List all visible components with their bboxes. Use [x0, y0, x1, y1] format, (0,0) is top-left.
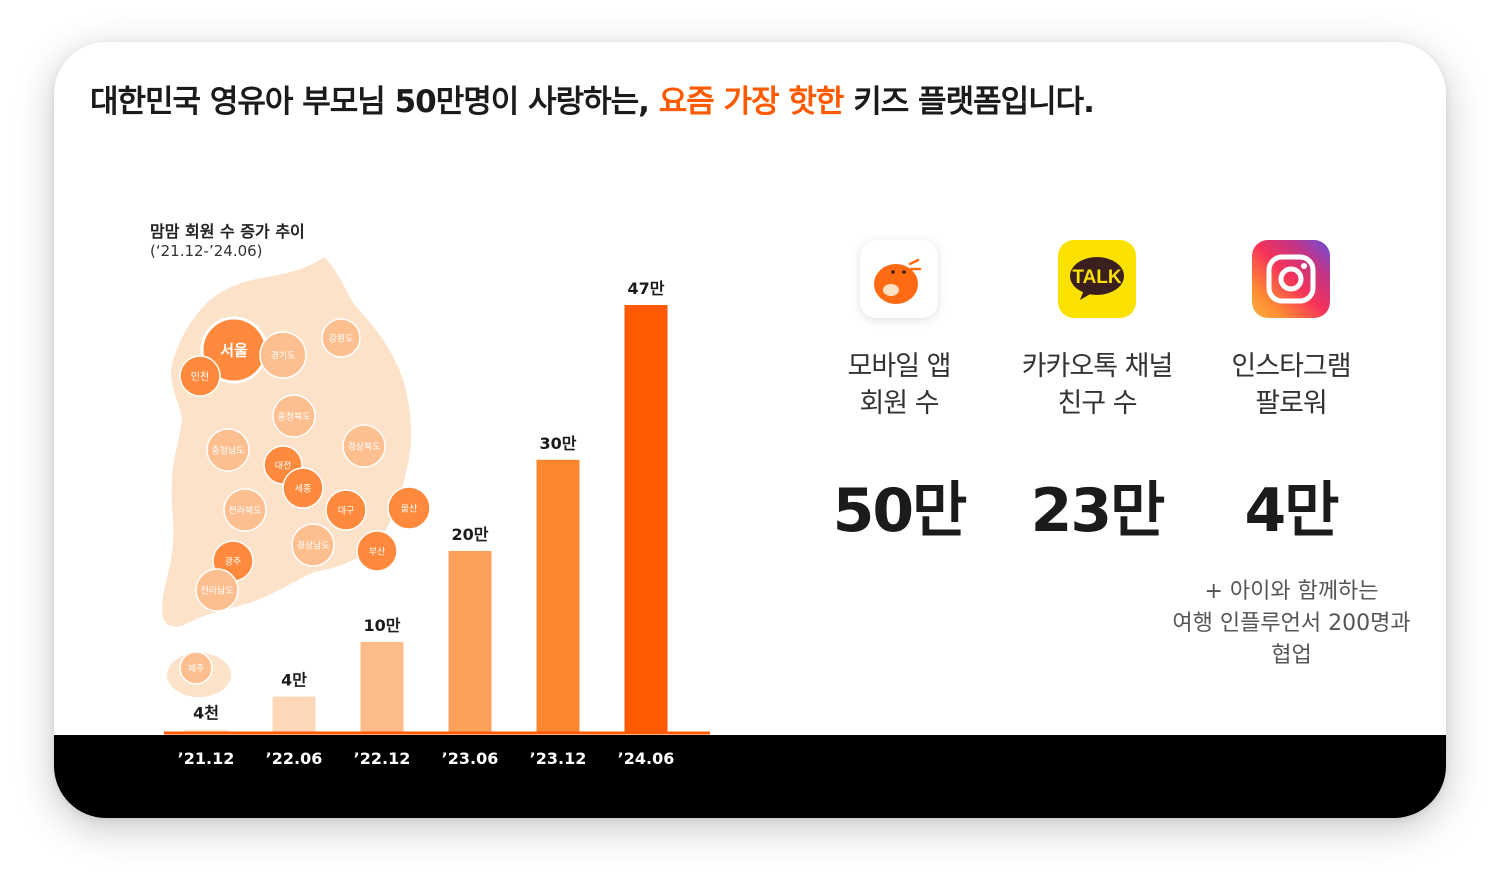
region-circle: [342, 424, 386, 468]
region-bubble-3: 경기도: [259, 331, 307, 379]
region-label: 대구: [338, 505, 355, 516]
momom-app-icon: [860, 240, 938, 318]
stat-label: 모바일 앱 회원 수: [847, 351, 952, 419]
region-circle: [259, 331, 307, 379]
footer-bar: [54, 735, 1446, 818]
chart-title: 맘맘 회원 수 증가 추이: [150, 222, 305, 241]
region-bubble-13: 경상남도: [291, 523, 335, 567]
info-card: 대한민국 영유아 부모님 50만명이 사랑하는, 요즘 가장 핫한 키즈 플랫폼…: [54, 42, 1446, 818]
region-circle: [387, 486, 431, 530]
region-bubble-17: 제주: [179, 651, 213, 685]
stat-app-members: 모바일 앱 회원 수 50만: [789, 240, 1009, 549]
region-label: 충청남도: [211, 445, 244, 456]
x-tick-label: ’23.12: [530, 749, 587, 768]
region-bubble-6: 충청남도: [206, 428, 250, 472]
kakaotalk-icon: TALK: [1058, 240, 1136, 318]
headline-suffix: 키즈 플랫폼입니다.: [843, 84, 1095, 120]
stat-kakao-friends: TALK 카카오톡 채널 친구 수 23만: [987, 240, 1207, 549]
bar-value-label: 10만: [364, 616, 401, 635]
region-circle: [356, 530, 398, 572]
stat-value: 4만: [1244, 476, 1340, 546]
stat-instagram-followers: 인스타그램 팔로워 4만: [1181, 240, 1401, 549]
bar-series: [184, 305, 668, 733]
region-label: 경기도: [271, 349, 296, 361]
bar-value-label: 4천: [193, 703, 219, 722]
region-label: 충청북도: [277, 411, 310, 422]
headline-highlight: 요즘 가장 핫한: [658, 84, 845, 120]
region-circle: [223, 488, 267, 532]
region-circle: [282, 467, 324, 509]
x-tick-label: ’22.12: [354, 749, 411, 768]
x-tick-labels: ’21.12 ’22.06 ’22.12 ’23.06 ’23.12 ’24.06: [178, 749, 675, 768]
region-bubble-9: 경상북도: [342, 424, 386, 468]
region-bubble-16: 전라남도: [195, 568, 239, 612]
x-tick-label: ’21.12: [178, 749, 235, 768]
stat-label: 카카오톡 채널 친구 수: [1021, 351, 1174, 419]
region-label: 강원도: [329, 333, 354, 344]
region-label: 세종: [295, 483, 312, 494]
region-bubble-10: 전라북도: [223, 488, 267, 532]
bar-1: [184, 729, 228, 733]
stat-value: 50만: [832, 476, 968, 546]
instagram-icon: [1252, 240, 1330, 318]
region-circle: [291, 523, 335, 567]
bar-value-label: 47만: [628, 279, 665, 298]
bar-3: [360, 641, 404, 733]
region-circle: [272, 394, 316, 438]
region-label: 울산: [401, 503, 418, 514]
region-label: 전라북도: [228, 505, 261, 516]
headline-prefix: 대한민국 영유아 부모님 50만명이 사랑하는,: [90, 84, 659, 120]
influencer-note: + 아이와 함께하는 여행 인플루언서 200명과 협업: [1172, 579, 1411, 668]
region-label: 광주: [225, 555, 242, 567]
region-circle: [321, 318, 361, 358]
region-label: 인천: [191, 371, 209, 383]
bar-6: [624, 305, 668, 733]
region-circle: [179, 651, 213, 685]
region-bubble-14: 부산: [356, 530, 398, 572]
chart-subtitle: (‘21.12-’24.06): [150, 242, 263, 260]
region-bubble-4: 강원도: [321, 318, 361, 358]
x-tick-label: ’23.06: [442, 749, 499, 768]
region-circle: [325, 489, 367, 531]
region-label: 부산: [369, 546, 386, 557]
region-circle: [195, 568, 239, 612]
bar-2: [272, 696, 316, 733]
region-bubble-12: 울산: [387, 486, 431, 530]
bar-value-label: 4만: [281, 671, 307, 690]
region-label: 전라남도: [200, 585, 233, 596]
headline: 대한민국 영유아 부모님 50만명이 사랑하는, 요즘 가장 핫한 키즈 플랫폼…: [90, 76, 1095, 121]
region-label: 대전: [275, 460, 292, 471]
bar-4: [448, 550, 492, 733]
bar-value-label: 20만: [452, 525, 489, 544]
region-bubble-11: 대구: [325, 489, 367, 531]
region-label: 경상북도: [347, 440, 380, 452]
region-label: 제주: [188, 663, 205, 674]
region-bubble-5: 충청북도: [272, 394, 316, 438]
region-circle: [206, 428, 250, 472]
region-label: 서울: [220, 342, 248, 360]
region-bubble-8: 세종: [282, 467, 324, 509]
region-circle: [179, 355, 221, 397]
x-tick-label: ’24.06: [618, 749, 675, 768]
region-bubble-2: 인천: [179, 355, 221, 397]
region-label: 경상남도: [296, 539, 329, 551]
x-tick-label: ’22.06: [266, 749, 323, 768]
stat-value: 23만: [1030, 476, 1166, 546]
svg-text:TALK: TALK: [1072, 267, 1122, 288]
bar-5: [536, 459, 580, 733]
value-labels: 4천 4만 10만 20만 30만 47만: [193, 279, 665, 722]
bar-value-label: 30만: [540, 434, 577, 453]
stat-label: 인스타그램 팔로워: [1231, 351, 1351, 419]
